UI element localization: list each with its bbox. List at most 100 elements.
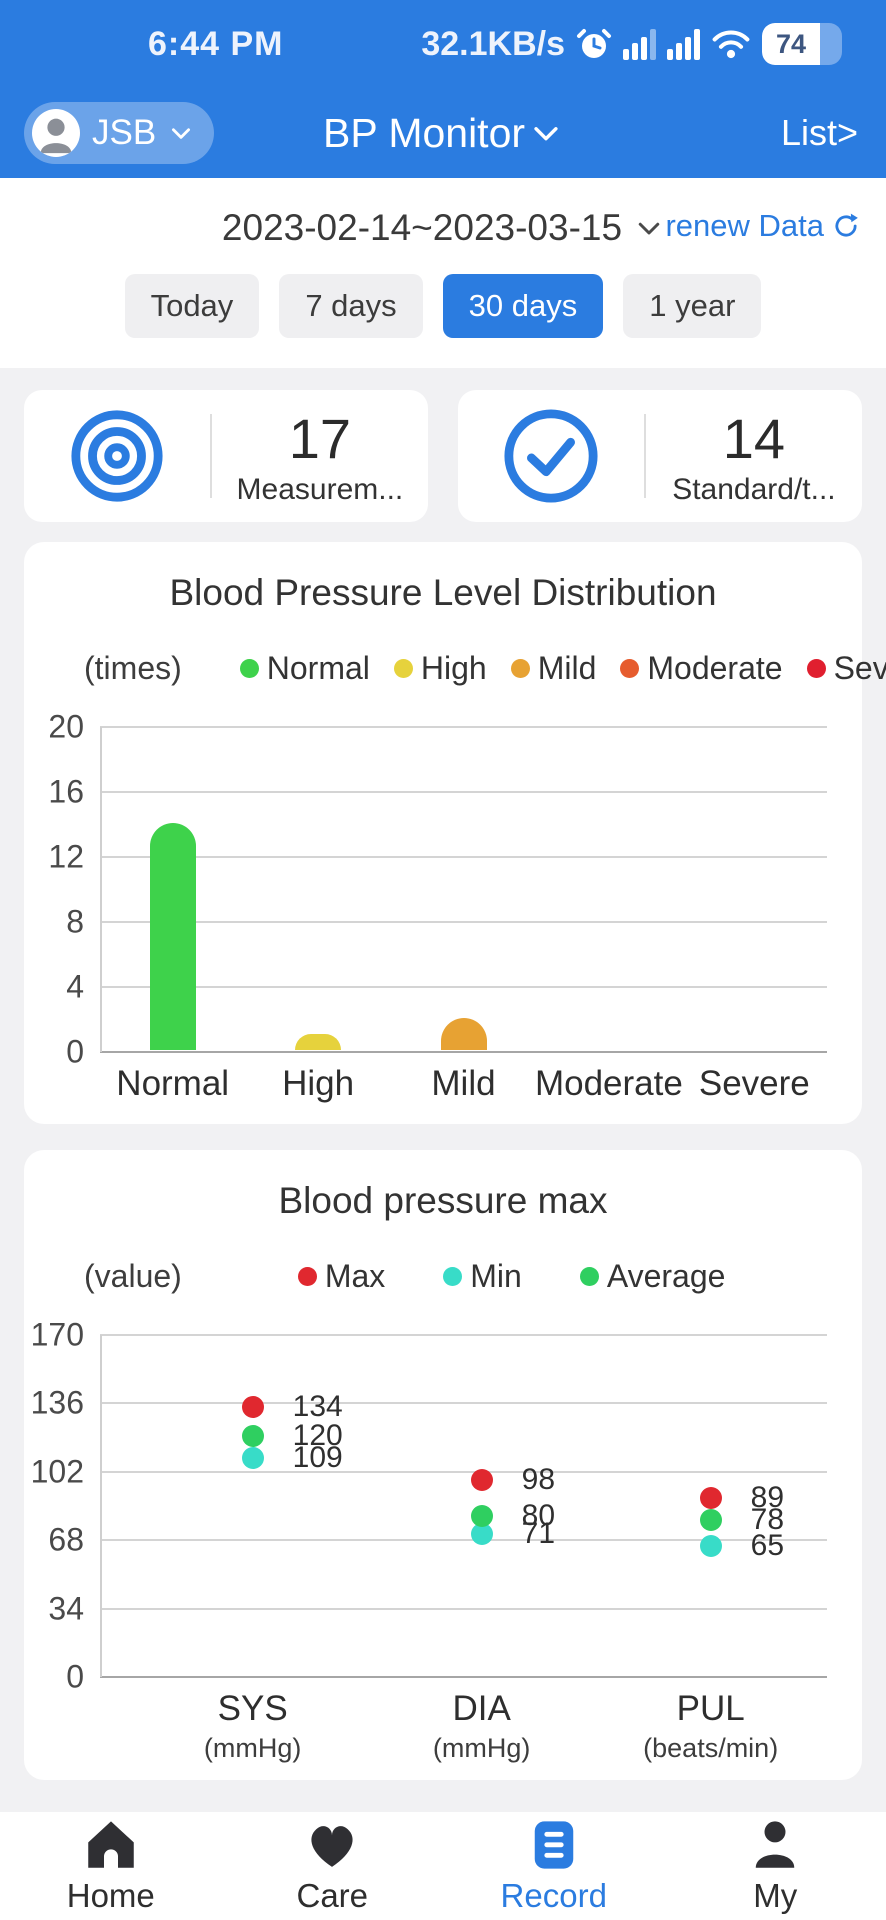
header-area: 6:44 PM 32.1KB/s 74 JSB <box>0 0 886 178</box>
date-row: 2023-02-14~2023-03-15 renew Data <box>0 178 886 254</box>
legend: Normal High Mild Moderate Severe <box>239 650 886 687</box>
battery-percent: 74 <box>775 28 807 59</box>
legend-item-min: Min <box>443 1258 522 1295</box>
check-circle-icon <box>502 407 600 505</box>
gridline-8 <box>100 921 827 923</box>
legend-item-average: Average <box>579 1258 725 1295</box>
legend-dot <box>393 659 413 678</box>
filter-button-30-days[interactable]: 30 days <box>442 274 604 338</box>
user-chip[interactable]: JSB <box>24 102 215 164</box>
heart-icon <box>304 1817 360 1873</box>
gridline-0 <box>100 1051 827 1053</box>
signal-sim2-icon <box>667 28 700 60</box>
legend-dot <box>579 1267 599 1286</box>
x-label-high: High <box>282 1064 355 1103</box>
stat-label: Measurem... <box>236 472 404 506</box>
gridline-12 <box>100 856 827 858</box>
nav-label: Record <box>500 1877 607 1914</box>
y-tick-0: 0 <box>66 1033 84 1070</box>
y-axis-unit: (times) <box>84 650 182 686</box>
chevron-down-icon <box>168 120 194 146</box>
y-tick-0: 0 <box>66 1658 84 1695</box>
list-link[interactable]: List> <box>780 112 858 153</box>
date-range-selector[interactable]: 2023-02-14~2023-03-15 <box>221 207 623 248</box>
renew-data-button[interactable]: renew Data <box>665 208 860 244</box>
battery-icon: 74 <box>762 23 842 65</box>
point-max-sys <box>241 1396 264 1419</box>
status-bar: 6:44 PM 32.1KB/s 74 <box>0 0 886 88</box>
legend-dot <box>620 659 640 678</box>
x-label-mild: Mild <box>431 1064 496 1103</box>
point-min-pul <box>699 1535 722 1558</box>
nav-item-home[interactable]: Home <box>0 1812 222 1920</box>
alarm-icon <box>576 26 612 62</box>
y-tick-102: 102 <box>30 1453 84 1490</box>
gridline-16 <box>100 791 827 793</box>
y-tick-12: 12 <box>48 838 84 875</box>
point-value-label: 120 <box>292 1418 343 1452</box>
chart-title: Blood Pressure Level Distribution <box>169 572 717 613</box>
y-tick-16: 16 <box>48 773 84 810</box>
gridline-170 <box>100 1334 827 1336</box>
stat-card-1: 17 Measurem... <box>24 390 428 522</box>
point-value-label: 78 <box>750 1503 785 1537</box>
stat-value: 14 <box>722 406 786 470</box>
x-label-sys: SYS (mmHg) <box>203 1689 302 1763</box>
bp-max-chart: Blood pressure max (value) Max Min Average… <box>24 1150 862 1780</box>
y-tick-4: 4 <box>66 968 84 1005</box>
y-tick-68: 68 <box>48 1521 84 1558</box>
x-label-normal: Normal <box>116 1064 230 1103</box>
point-value-label: 65 <box>750 1529 785 1563</box>
x-label-dia: DIA (mmHg) <box>432 1689 531 1763</box>
y-axis-unit: (value) <box>84 1258 182 1294</box>
stat-label: Standard/t... <box>672 472 836 506</box>
y-axis-line <box>100 727 102 1052</box>
status-time: 6:44 PM <box>148 24 284 63</box>
gridline-102 <box>100 1470 827 1473</box>
nav-item-care[interactable]: Care <box>222 1812 444 1920</box>
point-average-pul <box>699 1509 722 1532</box>
legend-item-normal: Normal <box>239 650 370 687</box>
refresh-icon <box>832 212 860 240</box>
scatter-plot: 0 34 68 102 136 170 134 98 89 109 71 65 120 80 78 <box>31 1317 827 1695</box>
divider <box>643 414 646 498</box>
record-icon <box>526 1817 582 1873</box>
legend-dot <box>239 659 259 678</box>
y-tick-170: 170 <box>30 1316 84 1353</box>
stats-row: 17 Measurem... 14 Standard/t... <box>24 390 862 522</box>
gridline-68 <box>100 1539 827 1542</box>
bp-level-distribution-chart: Blood Pressure Level Distribution (times… <box>24 542 886 1124</box>
gridline-136 <box>100 1402 827 1405</box>
nav-item-my[interactable]: My <box>665 1812 886 1920</box>
filter-button-today[interactable]: Today <box>124 274 260 338</box>
legend-dot <box>297 1267 317 1286</box>
y-tick-20: 20 <box>48 708 84 745</box>
legend-dot <box>443 1267 463 1286</box>
legend-row: (value) Max Min Average <box>24 1258 862 1295</box>
bar-plot: 0 4 8 12 16 20 <box>48 709 827 1070</box>
stat-card-2: 14 Standard/t... <box>458 390 862 522</box>
y-tick-8: 8 <box>66 903 84 940</box>
bar-high <box>295 1033 342 1050</box>
filter-row: Today 7 days 30 days 1 year <box>0 254 886 368</box>
gridline-0 <box>100 1676 827 1678</box>
legend-dot <box>510 659 530 678</box>
avatar <box>32 109 80 157</box>
x-label-severe: Severe <box>698 1064 810 1103</box>
user-name: JSB <box>92 113 157 152</box>
legend-item-moderate: Moderate <box>620 650 783 687</box>
nav-label: My <box>753 1877 798 1914</box>
filter-button-7-days[interactable]: 7 days <box>279 274 423 338</box>
y-axis-line <box>100 1335 102 1677</box>
nav-item-record[interactable]: Record <box>443 1812 665 1920</box>
legend-item-mild: Mild <box>510 650 596 687</box>
filter-button-1-year[interactable]: 1 year <box>623 274 762 338</box>
y-tick-34: 34 <box>48 1590 84 1627</box>
gridline-4 <box>100 986 827 988</box>
y-tick-136: 136 <box>30 1384 84 1421</box>
page-title[interactable]: BP Monitor <box>323 110 563 157</box>
legend-item-max: Max <box>297 1258 385 1295</box>
point-average-sys <box>241 1424 264 1447</box>
person-icon <box>747 1817 803 1873</box>
chevron-down-icon[interactable] <box>634 213 664 243</box>
